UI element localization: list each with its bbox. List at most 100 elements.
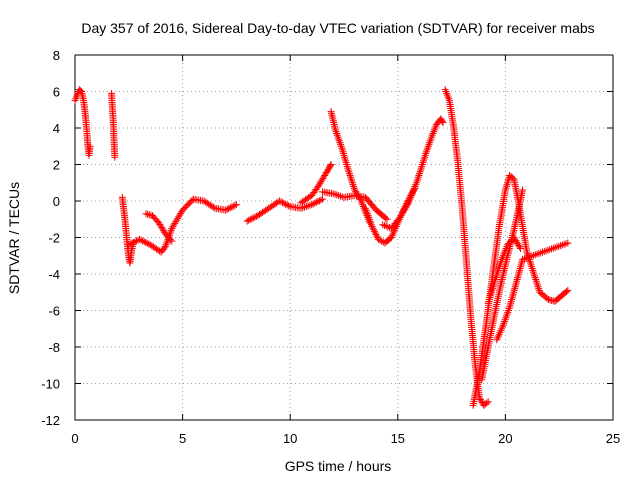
data-point <box>348 179 356 187</box>
data-point <box>523 248 531 256</box>
data-point <box>420 155 428 163</box>
data-point <box>502 182 510 190</box>
series-seg-19.2-20.7h <box>484 234 524 307</box>
data-point <box>389 230 397 238</box>
data-point <box>421 153 429 161</box>
data-point <box>72 93 80 101</box>
data-point <box>489 283 497 291</box>
data-point <box>419 159 427 167</box>
data-point <box>228 203 236 211</box>
data-point <box>128 239 136 247</box>
data-point <box>431 124 439 132</box>
data-point <box>530 270 538 278</box>
data-point <box>557 242 565 250</box>
data-point <box>502 312 510 320</box>
data-point <box>321 171 329 179</box>
data-point <box>423 146 431 154</box>
data-point <box>364 212 372 220</box>
data-point <box>542 247 550 255</box>
y-tick-label: -2 <box>48 231 60 246</box>
data-point <box>415 171 423 179</box>
data-point <box>486 292 494 300</box>
data-point <box>366 217 374 225</box>
data-point <box>487 288 495 296</box>
data-point <box>338 146 346 154</box>
data-point <box>497 259 505 267</box>
data-point <box>539 248 546 256</box>
data-point <box>302 202 310 210</box>
data-point <box>249 214 257 222</box>
data-point <box>379 221 387 229</box>
data-point <box>348 177 356 185</box>
data-point <box>501 317 509 325</box>
data-point <box>492 274 500 282</box>
data-point <box>370 226 378 234</box>
data-point <box>243 217 251 225</box>
data-point <box>534 283 542 291</box>
data-point <box>498 325 506 333</box>
data-point <box>495 265 503 273</box>
data-point <box>334 133 342 141</box>
data-point <box>535 249 543 257</box>
y-tick-label: -6 <box>48 304 60 319</box>
data-point <box>558 241 566 249</box>
data-point <box>426 137 434 145</box>
grid <box>75 55 613 420</box>
data-points <box>71 86 572 409</box>
series-seg-2.2-2.7h <box>118 193 137 267</box>
data-point <box>374 235 382 243</box>
data-point <box>387 234 395 241</box>
data-point <box>336 139 344 147</box>
data-point <box>223 205 231 213</box>
data-point <box>344 164 352 172</box>
data-point <box>419 157 427 165</box>
data-point <box>497 257 505 265</box>
y-tick-label: -12 <box>41 413 60 428</box>
data-point <box>376 236 384 244</box>
data-point <box>522 254 530 262</box>
data-point <box>441 86 449 94</box>
data-point <box>357 197 365 205</box>
data-point <box>526 259 534 267</box>
data-point <box>546 246 554 254</box>
data-point <box>444 93 452 101</box>
data-point <box>499 252 507 260</box>
data-point <box>341 153 349 161</box>
data-point <box>167 236 175 244</box>
data-point <box>563 288 571 296</box>
data-point <box>428 131 436 139</box>
data-point <box>382 214 390 222</box>
data-point <box>519 255 527 263</box>
data-point <box>380 221 388 229</box>
data-point <box>367 219 375 227</box>
data-point <box>502 184 510 192</box>
data-point <box>320 173 328 181</box>
data-point <box>299 204 307 212</box>
data-point <box>520 255 528 263</box>
y-tick-label: -8 <box>48 340 60 355</box>
data-point <box>405 197 413 205</box>
data-point <box>494 266 502 274</box>
data-point <box>504 307 512 314</box>
series-seg-3.3-4.5h <box>142 210 176 245</box>
data-point <box>417 166 425 174</box>
data-point <box>443 91 451 99</box>
data-point <box>548 245 556 253</box>
data-point <box>137 236 145 244</box>
data-point <box>494 268 502 276</box>
data-point <box>162 241 170 249</box>
data-point <box>555 242 563 250</box>
data-point <box>417 164 425 172</box>
data-point <box>425 140 433 148</box>
data-point <box>498 255 506 263</box>
data-point <box>505 305 513 313</box>
data-point <box>285 202 293 210</box>
data-point <box>209 203 217 211</box>
data-point <box>529 268 537 276</box>
data-point <box>560 240 568 248</box>
series-seg-8-11.5h <box>243 195 326 225</box>
data-point <box>315 197 323 205</box>
data-point <box>404 200 412 208</box>
data-point <box>527 261 535 269</box>
data-point <box>492 272 500 280</box>
